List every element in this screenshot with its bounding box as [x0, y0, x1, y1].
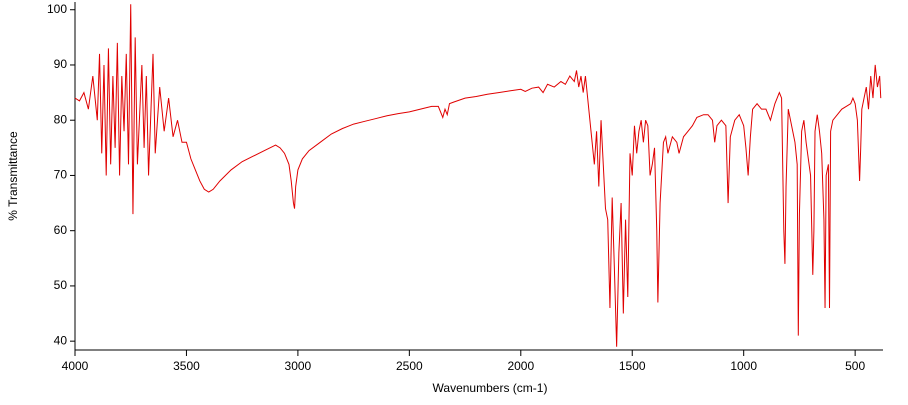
y-tick-label: 40 [54, 333, 68, 347]
x-tick-label: 2000 [507, 359, 534, 373]
y-axis-label: % Transmittance [6, 131, 20, 221]
x-tick-label: 3000 [285, 359, 312, 373]
x-tick-label: 2500 [396, 359, 423, 373]
y-tick-label: 60 [54, 223, 68, 237]
x-axis-label: Wavenumbers (cm-1) [433, 381, 548, 395]
y-tick-label: 100 [47, 2, 67, 16]
x-tick-label: 1000 [730, 359, 757, 373]
y-tick-label: 90 [54, 57, 68, 71]
x-tick-label: 4000 [62, 359, 89, 373]
x-tick-label: 500 [845, 359, 865, 373]
y-tick-label: 50 [54, 278, 68, 292]
y-tick-label: 80 [54, 112, 68, 126]
y-tick-label: 70 [54, 168, 68, 182]
x-tick-label: 3500 [173, 359, 200, 373]
spectrum-line [74, 4, 882, 347]
x-tick-label: 1500 [619, 359, 646, 373]
